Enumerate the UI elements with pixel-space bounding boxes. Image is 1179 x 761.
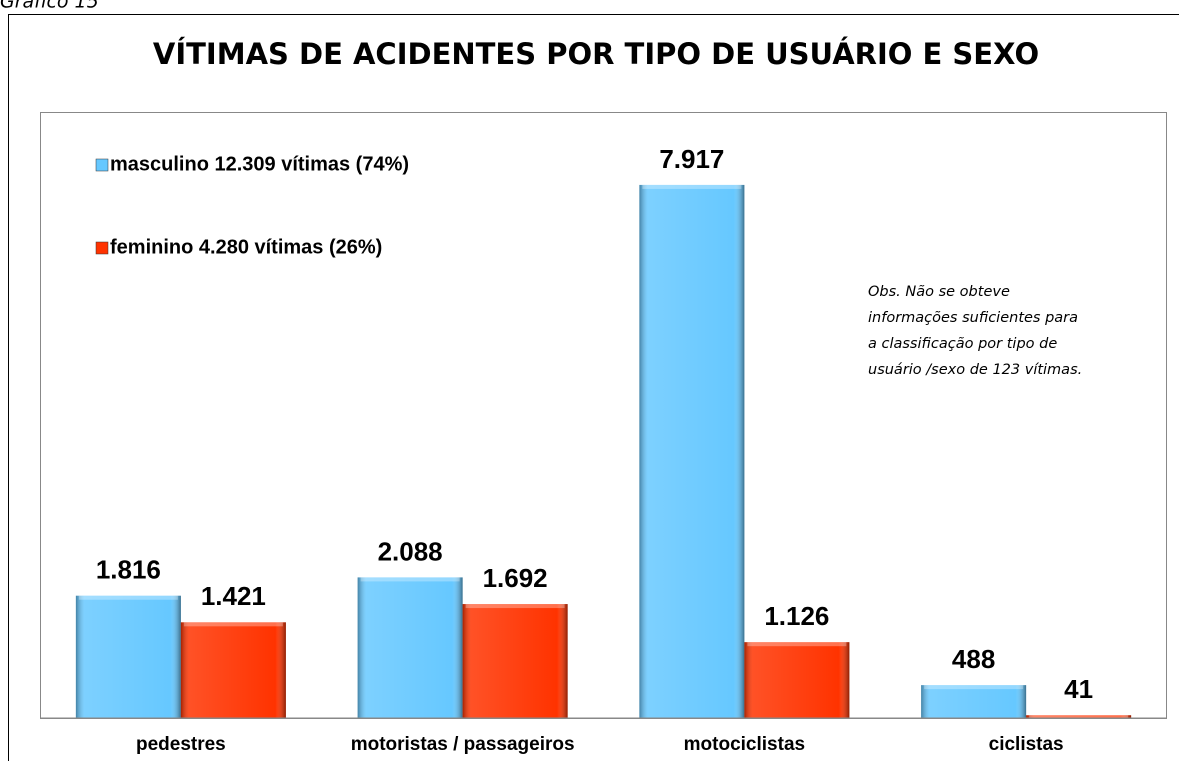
bar-bevel xyxy=(75,595,181,718)
x-tick-label: motoristas / passageiros xyxy=(351,734,575,755)
value-label: 7.917 xyxy=(659,144,724,174)
x-tick-label: ciclistas xyxy=(989,734,1064,755)
value-label: 1.421 xyxy=(201,581,266,611)
value-label: 1.692 xyxy=(483,563,548,593)
annotation: Obs. Não se obteve xyxy=(868,284,1010,300)
legend-swatch xyxy=(95,241,109,255)
legend-swatch xyxy=(95,158,109,172)
bar-bevel xyxy=(462,604,568,718)
bar-bevel xyxy=(921,685,1027,718)
value-label: 488 xyxy=(952,644,995,674)
bar-bevel-top xyxy=(360,577,460,582)
annotation: a classificação por tipo de xyxy=(868,336,1057,352)
legend-label: feminino 4.280 vítimas (26%) xyxy=(110,236,382,258)
bar-bevel xyxy=(1026,715,1132,718)
bar-bevel-top xyxy=(78,595,178,600)
bar-bevel-top xyxy=(465,604,565,609)
bar-bevel-top xyxy=(747,642,847,647)
bar-bevel xyxy=(180,622,286,718)
value-label: 1.816 xyxy=(96,555,161,585)
value-label: 2.088 xyxy=(378,536,443,566)
chart-title: VÍTIMAS DE ACIDENTES POR TIPO DE USUÁRIO… xyxy=(153,37,1039,71)
bar-bevel xyxy=(639,184,745,718)
bar-bevel xyxy=(357,577,463,718)
bar-bevel-top xyxy=(642,184,742,189)
x-tick-label: pedestres xyxy=(136,734,226,755)
annotation: usuário /sexo de 123 vítimas. xyxy=(868,362,1082,378)
value-label: 1.126 xyxy=(764,601,829,631)
bar-bevel xyxy=(744,642,850,718)
bar-bevel-top xyxy=(183,622,283,627)
caption: Gráfico 15 xyxy=(0,0,99,13)
annotation: informações suficientes para xyxy=(868,310,1078,326)
outer-frame xyxy=(8,14,1179,761)
plot-frame xyxy=(40,112,1167,719)
bar-bevel-top xyxy=(1029,715,1129,718)
value-label: 41 xyxy=(1064,674,1093,704)
x-tick-label: motociclistas xyxy=(684,734,805,755)
bar-bevel-top xyxy=(924,685,1024,690)
legend-label: masculino 12.309 vítimas (74%) xyxy=(110,153,409,175)
